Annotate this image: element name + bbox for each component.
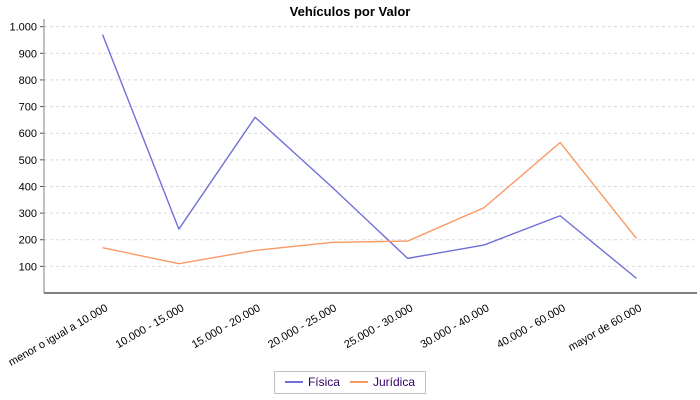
legend-item-fisica: Física <box>284 375 340 389</box>
legend-box: Física Jurídica <box>273 371 427 394</box>
legend-item-juridica: Jurídica <box>349 375 416 389</box>
y-tick-label: 100 <box>19 261 37 273</box>
chart-legend: Física Jurídica <box>0 371 700 394</box>
y-tick-label: 800 <box>19 75 37 87</box>
x-tick-label: 10.000 - 15.000 <box>114 302 187 351</box>
y-tick-label: 300 <box>19 208 37 220</box>
chart-title: Vehículos por Valor <box>289 4 411 19</box>
x-tick-label: 15.000 - 20.000 <box>190 302 263 351</box>
y-tick-label: 200 <box>19 235 37 247</box>
x-tick-label: 40.000 - 60.000 <box>495 302 568 351</box>
y-tick-label: 900 <box>19 48 37 60</box>
y-tick-label: 400 <box>19 181 37 193</box>
x-tick-label: menor o igual a 10.000 <box>7 302 110 369</box>
y-tick-label: 600 <box>19 128 37 140</box>
x-tick-label: 25.000 - 30.000 <box>342 302 415 351</box>
y-tick-label: 700 <box>19 102 37 114</box>
y-tick-label: 500 <box>19 155 37 167</box>
series-line-juridica <box>102 141 637 265</box>
y-tick-label: 1.000 <box>9 22 37 34</box>
legend-label-fisica: Física <box>307 375 340 389</box>
series-line-fisica <box>101 34 637 279</box>
x-tick-label: 20.000 - 25.000 <box>266 302 339 351</box>
x-tick-label: mayor de 60.000 <box>566 302 644 354</box>
juridica-line-swatch-icon <box>349 381 368 383</box>
fisica-line-swatch-icon <box>284 381 303 383</box>
legend-label-juridica: Jurídica <box>372 375 416 389</box>
x-tick-label: 30.000 - 40.000 <box>419 302 492 351</box>
